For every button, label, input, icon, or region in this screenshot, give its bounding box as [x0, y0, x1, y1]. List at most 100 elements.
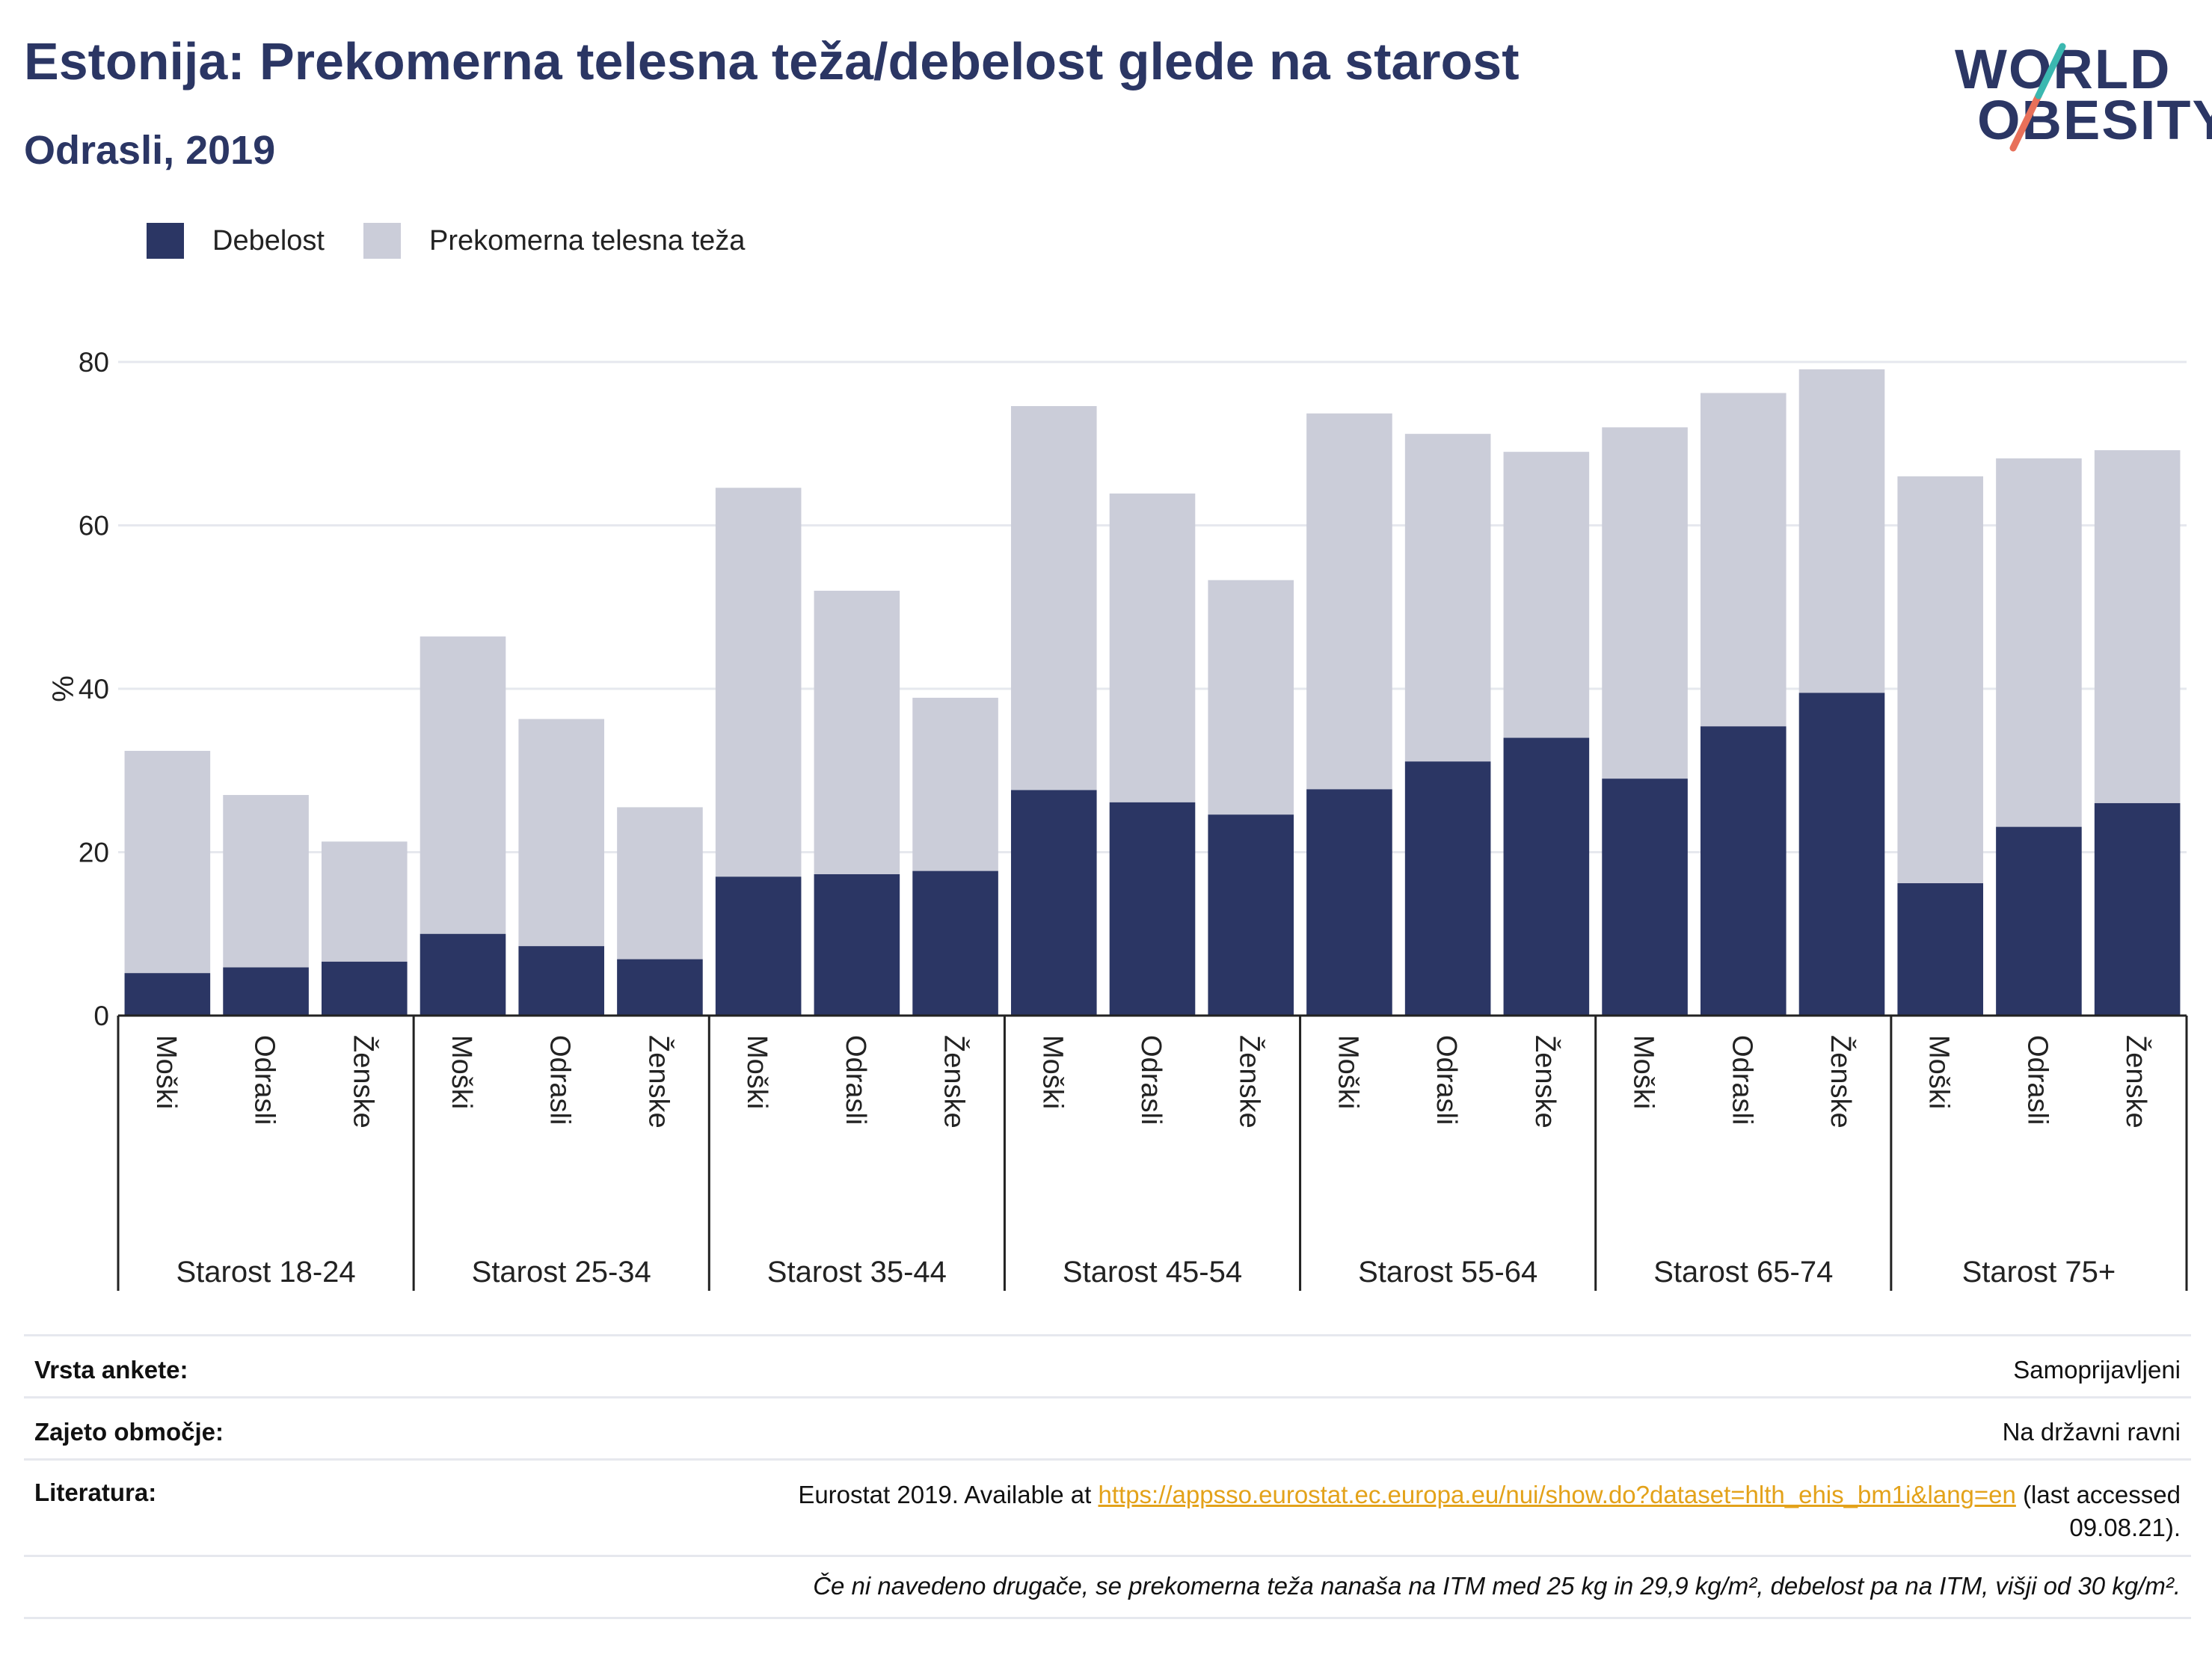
x-tick-label: Ženske: [347, 1035, 379, 1129]
bar-overweight: [223, 795, 309, 968]
bar-overweight: [814, 590, 900, 874]
x-tick-label: Moški: [1923, 1035, 1955, 1109]
x-tick-label: Odrasli: [1135, 1035, 1167, 1125]
literature-link[interactable]: https://appsso.eurostat.ec.europa.eu/nui…: [1098, 1481, 2016, 1508]
x-tick-label: Moški: [741, 1035, 772, 1109]
bar-obesity: [223, 967, 309, 1016]
survey-type-label: Vrsta ankete:: [34, 1356, 188, 1384]
x-tick-label: Odrasli: [2021, 1035, 2053, 1125]
group-label: Starost 25-34: [472, 1256, 651, 1289]
x-tick-label: Odrasli: [1431, 1035, 1462, 1125]
x-tick-label: Ženske: [2120, 1035, 2152, 1129]
x-tick-label: Odrasli: [1726, 1035, 1757, 1125]
bar-overweight: [1208, 580, 1294, 815]
bar-overweight: [1404, 434, 1491, 762]
y-tick-label: 60: [79, 511, 109, 541]
x-tick-label: Odrasli: [249, 1035, 280, 1125]
bar-overweight: [1503, 452, 1590, 738]
bar-obesity: [617, 959, 703, 1016]
x-tick-label: Ženske: [1825, 1035, 1857, 1129]
y-tick-label: 40: [79, 674, 109, 704]
bar-obesity: [1996, 826, 2082, 1016]
bar-overweight: [124, 751, 211, 974]
bar-overweight: [1700, 393, 1787, 727]
legend-item-obesity: Debelost: [147, 223, 325, 259]
legend-swatch-obesity: [147, 223, 184, 259]
chart-legend: Debelost Prekomerna telesna teža: [147, 222, 784, 260]
bar-obesity: [1897, 883, 1984, 1016]
bar-overweight: [912, 698, 998, 871]
legend-item-overweight: Prekomerna telesna teža: [363, 223, 745, 259]
bar-obesity: [518, 946, 605, 1016]
x-tick-label: Moški: [446, 1035, 477, 1109]
info-table: Vrsta ankete: Samoprijavljeni Zajeto obm…: [24, 1334, 2191, 1619]
bar-obesity: [1306, 789, 1392, 1016]
bar-overweight: [321, 841, 408, 962]
bar-obesity: [1404, 761, 1491, 1016]
literature-accessed-date: 09.08.21).: [2069, 1514, 2181, 1541]
bar-overweight: [1010, 405, 1097, 790]
literature-source-text: Eurostat 2019. Available at: [798, 1481, 1092, 1508]
y-tick-label: 20: [79, 838, 109, 868]
x-tick-label: Moški: [1332, 1035, 1363, 1109]
survey-type-value: Samoprijavljeni: [2013, 1356, 2181, 1384]
info-row-area: Zajeto območje: Na državni ravni: [24, 1396, 2191, 1458]
info-row-literature: Literatura: Eurostat 2019. Available at …: [24, 1458, 2191, 1555]
bar-obesity: [1503, 737, 1590, 1016]
definition-note: Če ni navedeno drugače, se prekomerna te…: [813, 1572, 2181, 1600]
group-label: Starost 35-44: [767, 1256, 947, 1289]
bar-overweight: [715, 488, 802, 877]
bar-obesity: [1700, 726, 1787, 1016]
bar-overweight: [1109, 493, 1196, 802]
group-label: Starost 65-74: [1653, 1256, 1833, 1289]
x-tick-label: Moški: [1036, 1035, 1068, 1109]
legend-label-obesity: Debelost: [212, 224, 325, 257]
info-row-note: Če ni navedeno drugače, se prekomerna te…: [24, 1555, 2191, 1619]
group-label: Starost 75+: [1962, 1256, 2116, 1289]
coverage-area-label: Zajeto območje:: [34, 1418, 224, 1446]
bar-obesity: [1602, 779, 1688, 1016]
info-row-survey: Vrsta ankete: Samoprijavljeni: [24, 1334, 2191, 1396]
chart-title: Estonija: Prekomerna telesna teža/debelo…: [24, 32, 1520, 90]
bar-obesity: [2094, 802, 2181, 1016]
bar-overweight: [1602, 427, 1688, 779]
bar-overweight: [617, 807, 703, 959]
literature-label: Literatura:: [34, 1479, 157, 1506]
bar-obesity: [1010, 790, 1097, 1016]
y-tick-label: 80: [79, 347, 109, 378]
literature-value: Eurostat 2019. Available at https://apps…: [798, 1479, 2181, 1544]
coverage-area-value: Na državni ravni: [2002, 1418, 2181, 1446]
x-tick-label: Ženske: [1234, 1035, 1266, 1129]
literature-accessed-text: (last accessed: [2023, 1481, 2181, 1508]
bar-obesity: [715, 876, 802, 1016]
x-tick-label: Moški: [1628, 1035, 1659, 1109]
bar-obesity: [124, 973, 211, 1016]
y-tick-label: 0: [93, 1001, 109, 1031]
bar-overweight: [1306, 413, 1392, 790]
bar-overweight: [518, 719, 605, 947]
group-label: Starost 55-64: [1358, 1256, 1537, 1289]
bar-obesity: [912, 871, 998, 1016]
bar-obesity: [1798, 693, 1885, 1016]
bar-obesity: [1109, 802, 1196, 1016]
logo-slash-icon: [2009, 43, 2066, 152]
legend-swatch-overweight: [363, 223, 401, 259]
bar-overweight: [1897, 476, 1984, 884]
group-label: Starost 45-54: [1063, 1256, 1242, 1289]
bar-obesity: [1208, 814, 1294, 1016]
bar-overweight: [420, 636, 506, 934]
x-tick-label: Odrasli: [544, 1035, 576, 1125]
bar-overweight: [1798, 369, 1885, 693]
x-tick-label: Ženske: [938, 1035, 971, 1129]
bar-obesity: [814, 873, 900, 1016]
y-axis-label: %: [46, 675, 79, 702]
chart-subtitle: Odrasli, 2019: [24, 128, 276, 173]
world-obesity-logo: WORLD OBESITY: [1944, 21, 2212, 156]
bar-obesity: [321, 961, 408, 1016]
x-tick-label: Ženske: [1529, 1035, 1561, 1129]
group-label: Starost 18-24: [176, 1256, 356, 1289]
x-tick-label: Moški: [150, 1035, 182, 1109]
x-tick-label: Ženske: [642, 1035, 675, 1129]
x-tick-label: Odrasli: [840, 1035, 871, 1125]
bar-obesity: [420, 933, 506, 1016]
